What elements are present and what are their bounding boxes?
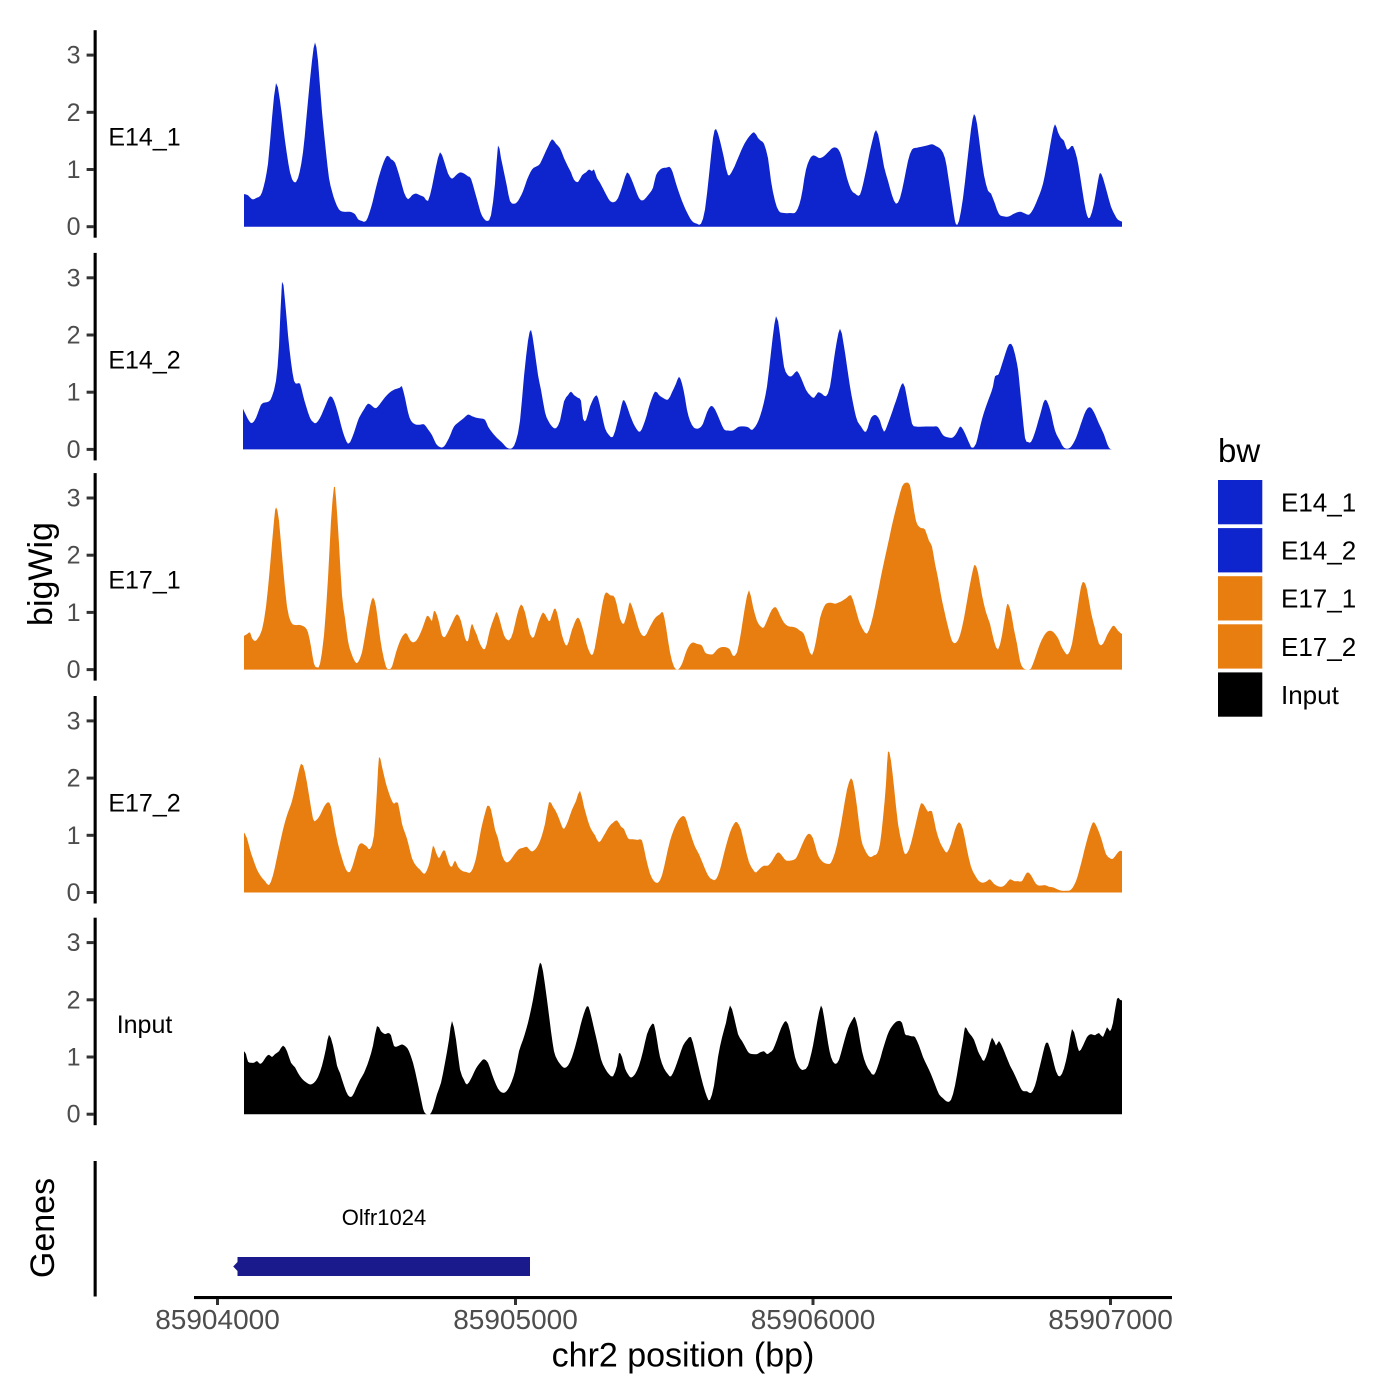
svg-text:E17_1: E17_1: [108, 567, 180, 595]
svg-text:bigWig: bigWig: [22, 522, 60, 626]
svg-text:85907000: 85907000: [1048, 1304, 1173, 1335]
svg-text:E17_1: E17_1: [1281, 584, 1356, 614]
svg-text:85906000: 85906000: [751, 1304, 876, 1335]
svg-text:0: 0: [67, 213, 81, 241]
svg-text:Input: Input: [117, 1011, 173, 1039]
svg-text:1: 1: [67, 599, 81, 627]
svg-text:1: 1: [67, 156, 81, 184]
svg-text:E17_2: E17_2: [1281, 632, 1356, 662]
svg-text:2: 2: [67, 322, 81, 350]
svg-text:E14_2: E14_2: [1281, 536, 1356, 566]
svg-text:3: 3: [67, 707, 81, 735]
svg-text:E14_1: E14_1: [1281, 488, 1356, 518]
svg-text:0: 0: [67, 879, 81, 907]
svg-text:0: 0: [67, 656, 81, 684]
svg-text:3: 3: [67, 929, 81, 957]
svg-text:0: 0: [67, 1101, 81, 1129]
svg-text:1: 1: [67, 1044, 81, 1072]
svg-text:2: 2: [67, 542, 81, 570]
svg-text:3: 3: [67, 42, 81, 70]
svg-text:chr2 position (bp): chr2 position (bp): [552, 1337, 815, 1375]
svg-text:Olfr1024: Olfr1024: [342, 1205, 426, 1230]
svg-text:1: 1: [67, 379, 81, 407]
svg-text:Genes: Genes: [24, 1178, 62, 1278]
svg-text:2: 2: [67, 986, 81, 1014]
svg-text:E17_2: E17_2: [108, 790, 180, 818]
svg-text:3: 3: [67, 485, 81, 513]
svg-text:85904000: 85904000: [155, 1304, 280, 1335]
svg-text:1: 1: [67, 822, 81, 850]
svg-text:E14_1: E14_1: [108, 124, 180, 152]
svg-text:3: 3: [67, 264, 81, 292]
svg-text:0: 0: [67, 436, 81, 464]
svg-text:85905000: 85905000: [453, 1304, 578, 1335]
svg-text:Input: Input: [1281, 680, 1340, 710]
svg-text:E14_2: E14_2: [108, 346, 180, 374]
svg-text:bw: bw: [1218, 432, 1260, 469]
svg-text:2: 2: [67, 765, 81, 793]
svg-text:2: 2: [67, 99, 81, 127]
